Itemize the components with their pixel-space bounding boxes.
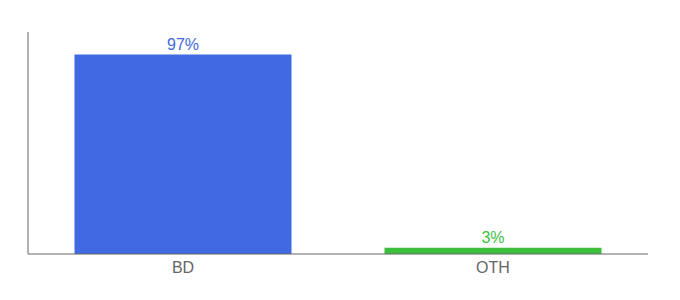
svg-text:BD: BD [172, 259, 194, 276]
svg-text:OTH: OTH [476, 259, 510, 276]
svg-text:97%: 97% [167, 36, 199, 53]
svg-text:3%: 3% [481, 229, 504, 246]
